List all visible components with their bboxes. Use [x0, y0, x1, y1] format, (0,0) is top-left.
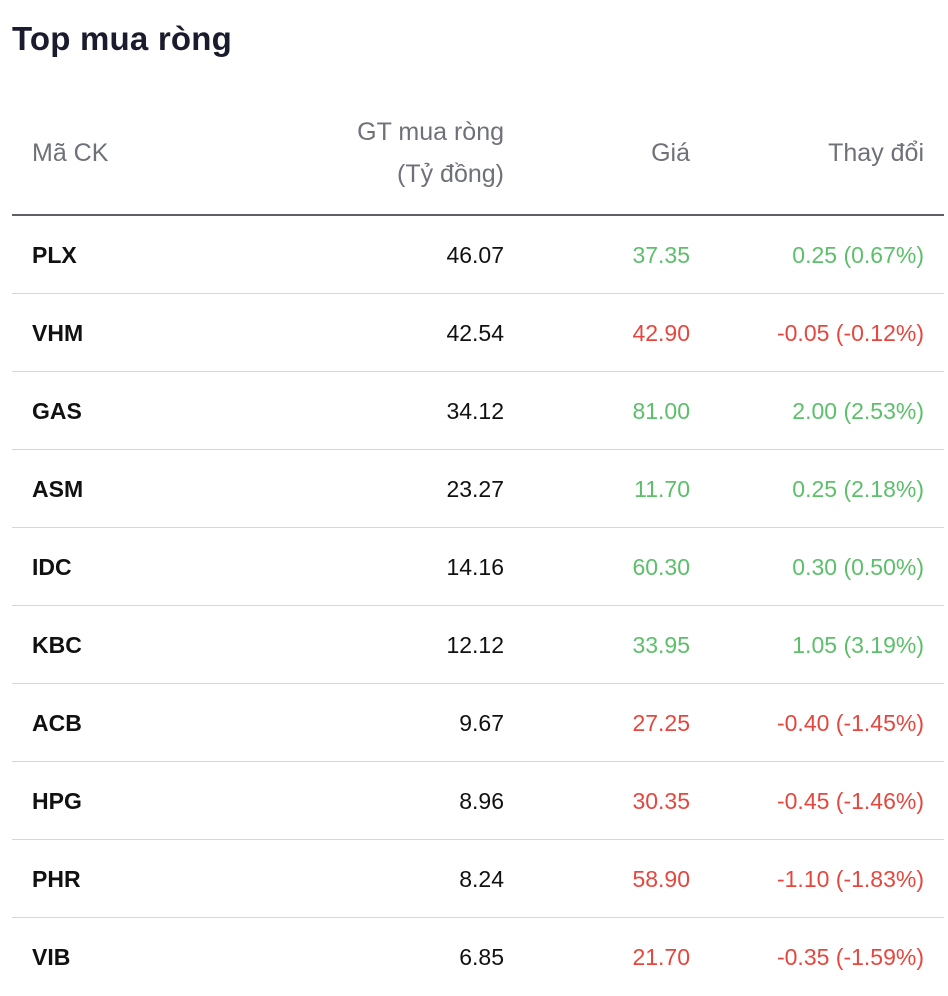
stock-symbol[interactable]: PLX — [32, 242, 77, 268]
net-buy-value: 14.16 — [446, 554, 504, 580]
column-header-net-buy-value-line1: GT mua ròng — [357, 118, 504, 146]
stock-symbol[interactable]: VHM — [32, 320, 84, 346]
price-change: 0.30 (0.50%) — [792, 554, 924, 580]
price-change: 0.25 (2.18%) — [792, 476, 924, 502]
table-row[interactable]: KBC 12.12 33.95 1.05 (3.19%) — [12, 606, 944, 684]
net-buy-value: 12.12 — [446, 632, 504, 658]
stock-price: 81.00 — [632, 398, 690, 424]
table-row[interactable]: PLX 46.07 37.35 0.25 (0.67%) — [12, 216, 944, 294]
net-buy-value: 34.12 — [446, 398, 504, 424]
stock-symbol[interactable]: IDC — [32, 554, 72, 580]
net-buy-value: 9.67 — [459, 710, 504, 736]
stock-price: 60.30 — [632, 554, 690, 580]
top-net-buy-table: Mã CK GT mua ròng (Tỷ đồng) Giá Thay đổi… — [12, 96, 944, 996]
stock-price: 37.35 — [632, 242, 690, 268]
column-header-net-buy-value[interactable]: GT mua ròng (Tỷ đồng) — [357, 111, 504, 195]
price-change: -0.40 (-1.45%) — [776, 710, 924, 736]
stock-symbol[interactable]: GAS — [32, 398, 82, 424]
stock-symbol[interactable]: ASM — [32, 476, 84, 502]
stock-symbol[interactable]: HPG — [32, 788, 82, 814]
stock-price: 33.95 — [632, 632, 690, 658]
table-header: Mã CK GT mua ròng (Tỷ đồng) Giá Thay đổi — [12, 96, 944, 216]
table-row[interactable]: HPG 8.96 30.35 -0.45 (-1.46%) — [12, 762, 944, 840]
price-change: 2.00 (2.53%) — [792, 398, 924, 424]
stock-symbol[interactable]: ACB — [32, 710, 82, 736]
table-row[interactable]: ASM 23.27 11.70 0.25 (2.18%) — [12, 450, 944, 528]
table-row[interactable]: VIB 6.85 21.70 -0.35 (-1.59%) — [12, 918, 944, 996]
page-title: Top mua ròng — [12, 20, 232, 57]
net-buy-value: 42.54 — [446, 320, 504, 346]
price-change: -1.10 (-1.83%) — [776, 866, 924, 892]
price-change: -0.05 (-0.12%) — [776, 320, 924, 346]
net-buy-value: 23.27 — [446, 476, 504, 502]
table-row[interactable]: GAS 34.12 81.00 2.00 (2.53%) — [12, 372, 944, 450]
column-header-change[interactable]: Thay đổi — [828, 139, 924, 167]
price-change: 1.05 (3.19%) — [792, 632, 924, 658]
price-change: -0.45 (-1.46%) — [776, 788, 924, 814]
net-buy-value: 8.96 — [459, 788, 504, 814]
table-row[interactable]: PHR 8.24 58.90 -1.10 (-1.83%) — [12, 840, 944, 918]
table-row[interactable]: VHM 42.54 42.90 -0.05 (-0.12%) — [12, 294, 944, 372]
stock-price: 30.35 — [632, 788, 690, 814]
stock-symbol[interactable]: VIB — [32, 944, 71, 970]
column-header-symbol[interactable]: Mã CK — [32, 139, 109, 167]
stock-price: 21.70 — [632, 944, 690, 970]
net-buy-value: 8.24 — [459, 866, 504, 892]
price-change: -0.35 (-1.59%) — [776, 944, 924, 970]
net-buy-value: 46.07 — [446, 242, 504, 268]
stock-price: 58.90 — [632, 866, 690, 892]
stock-symbol[interactable]: KBC — [32, 632, 82, 658]
net-buy-value: 6.85 — [459, 944, 504, 970]
stock-price: 42.90 — [632, 320, 690, 346]
price-change: 0.25 (0.67%) — [792, 242, 924, 268]
stock-price: 27.25 — [632, 710, 690, 736]
column-header-net-buy-value-line2: (Tỷ đồng) — [397, 160, 504, 188]
stock-symbol[interactable]: PHR — [32, 866, 81, 892]
table-row[interactable]: ACB 9.67 27.25 -0.40 (-1.45%) — [12, 684, 944, 762]
table-row[interactable]: IDC 14.16 60.30 0.30 (0.50%) — [12, 528, 944, 606]
column-header-price[interactable]: Giá — [651, 139, 690, 167]
stock-price: 11.70 — [634, 476, 690, 502]
